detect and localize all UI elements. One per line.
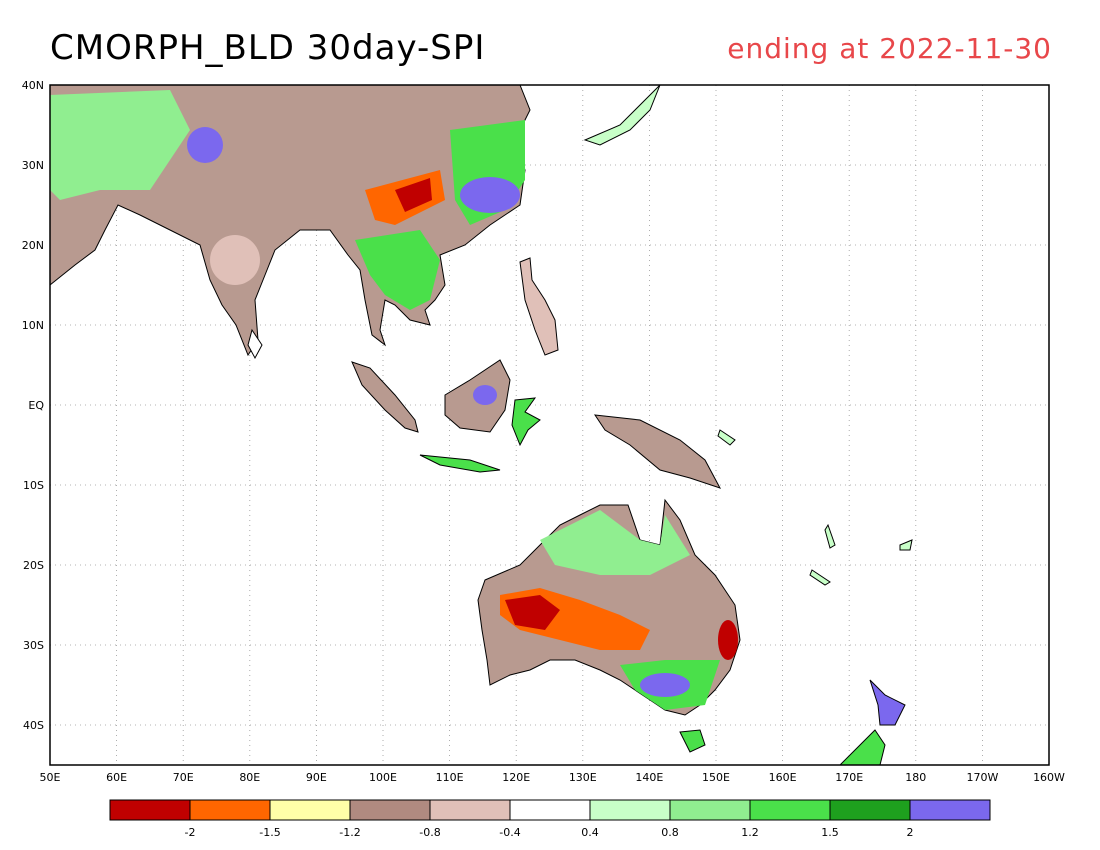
new-caledonia: [809, 569, 831, 586]
tasmania: [679, 729, 706, 753]
china-severe-dry: [395, 178, 432, 212]
lon-tick-label: 120E: [502, 771, 530, 784]
lon-tick-label: 110E: [436, 771, 464, 784]
new-zealand-south: [839, 729, 886, 765]
legend-swatch: [589, 799, 671, 821]
latitude-labels: 40N 30N 20N 10N EQ 10S 20S 30S 40S: [22, 79, 45, 732]
lat-tick-label: 20S: [23, 559, 44, 572]
legend-swatch: [509, 799, 591, 821]
lat-tick-label: 30S: [23, 639, 44, 652]
legend-label: 1.5: [821, 826, 839, 839]
lon-tick-label: 160W: [1033, 771, 1065, 784]
lon-tick-label: 140E: [635, 771, 663, 784]
lon-tick-label: 90E: [306, 771, 327, 784]
lon-tick-label: 100E: [369, 771, 397, 784]
borneo-wet: [473, 385, 497, 405]
lat-tick-label: EQ: [28, 399, 44, 412]
legend-swatch: [189, 799, 271, 821]
new-guinea: [593, 414, 722, 489]
sulawesi: [511, 397, 541, 447]
legend-label: -1.5: [259, 826, 280, 839]
lon-tick-label: 50E: [40, 771, 61, 784]
lat-tick-label: 10S: [23, 479, 44, 492]
asia-wet-west: [50, 90, 190, 200]
lat-tick-label: 20N: [22, 239, 44, 252]
fiji: [899, 539, 913, 551]
legend-swatch: [429, 799, 511, 821]
lon-tick-label: 70E: [173, 771, 194, 784]
legend-swatch: [109, 799, 191, 821]
lon-tick-label: 60E: [106, 771, 127, 784]
legend-label: -0.8: [419, 826, 440, 839]
map-frame: [49, 84, 1050, 766]
legend-swatch: [269, 799, 351, 821]
new-zealand-north: [869, 679, 906, 726]
australia-wet-north: [540, 510, 690, 575]
lon-tick-label: 80E: [239, 771, 260, 784]
legend-swatch: [349, 799, 431, 821]
lon-tick-label: 170W: [966, 771, 998, 784]
legend-swatch: [749, 799, 831, 821]
australia-severe-dry: [505, 595, 560, 630]
indochina-wet: [355, 230, 440, 310]
map-land-layer: [50, 85, 913, 765]
longitude-labels: 50E 60E 70E 80E 90E 100E 110E 120E 130E 140E 150E 1…: [40, 771, 1066, 784]
vanuatu: [824, 523, 836, 549]
legend-swatch: [909, 799, 991, 821]
legend-label: -2: [185, 826, 196, 839]
japan: [583, 85, 661, 146]
lon-tick-label: 180: [905, 771, 926, 784]
map-date-subtitle: ending at 2022-11-30: [727, 32, 1052, 65]
lat-tick-label: 30N: [22, 159, 44, 172]
legend-label: -1.2: [339, 826, 360, 839]
lon-tick-label: 160E: [769, 771, 797, 784]
lon-tick-label: 170E: [835, 771, 863, 784]
color-legend: -2 -1.5 -1.2 -0.8 -0.4 0.4 0.8 1.2 1.5 2: [109, 799, 991, 839]
legend-swatch: [829, 799, 911, 821]
tibet-wet-blob: [187, 127, 223, 163]
map-title: CMORPH_BLD 30day-SPI: [50, 28, 486, 68]
lat-tick-label: 40N: [22, 79, 44, 92]
lat-tick-label: 10N: [22, 319, 44, 332]
lon-tick-label: 130E: [569, 771, 597, 784]
australia-wet-blob: [640, 673, 690, 697]
australia-east-dry: [718, 620, 738, 660]
china-wet-blob: [460, 177, 520, 213]
legend-swatch: [669, 799, 751, 821]
sumatra: [351, 361, 419, 433]
legend-label: 2: [907, 826, 914, 839]
sri-lanka: [247, 328, 263, 360]
legend-label: 0.4: [581, 826, 599, 839]
solomon-islands: [717, 429, 736, 446]
legend-label: 1.2: [741, 826, 759, 839]
philippines: [519, 257, 559, 356]
lon-tick-label: 150E: [702, 771, 730, 784]
legend-label: 0.8: [661, 826, 679, 839]
lat-tick-label: 40S: [23, 719, 44, 732]
java: [419, 454, 501, 473]
india-dry-patch: [210, 235, 260, 285]
legend-label: -0.4: [499, 826, 520, 839]
